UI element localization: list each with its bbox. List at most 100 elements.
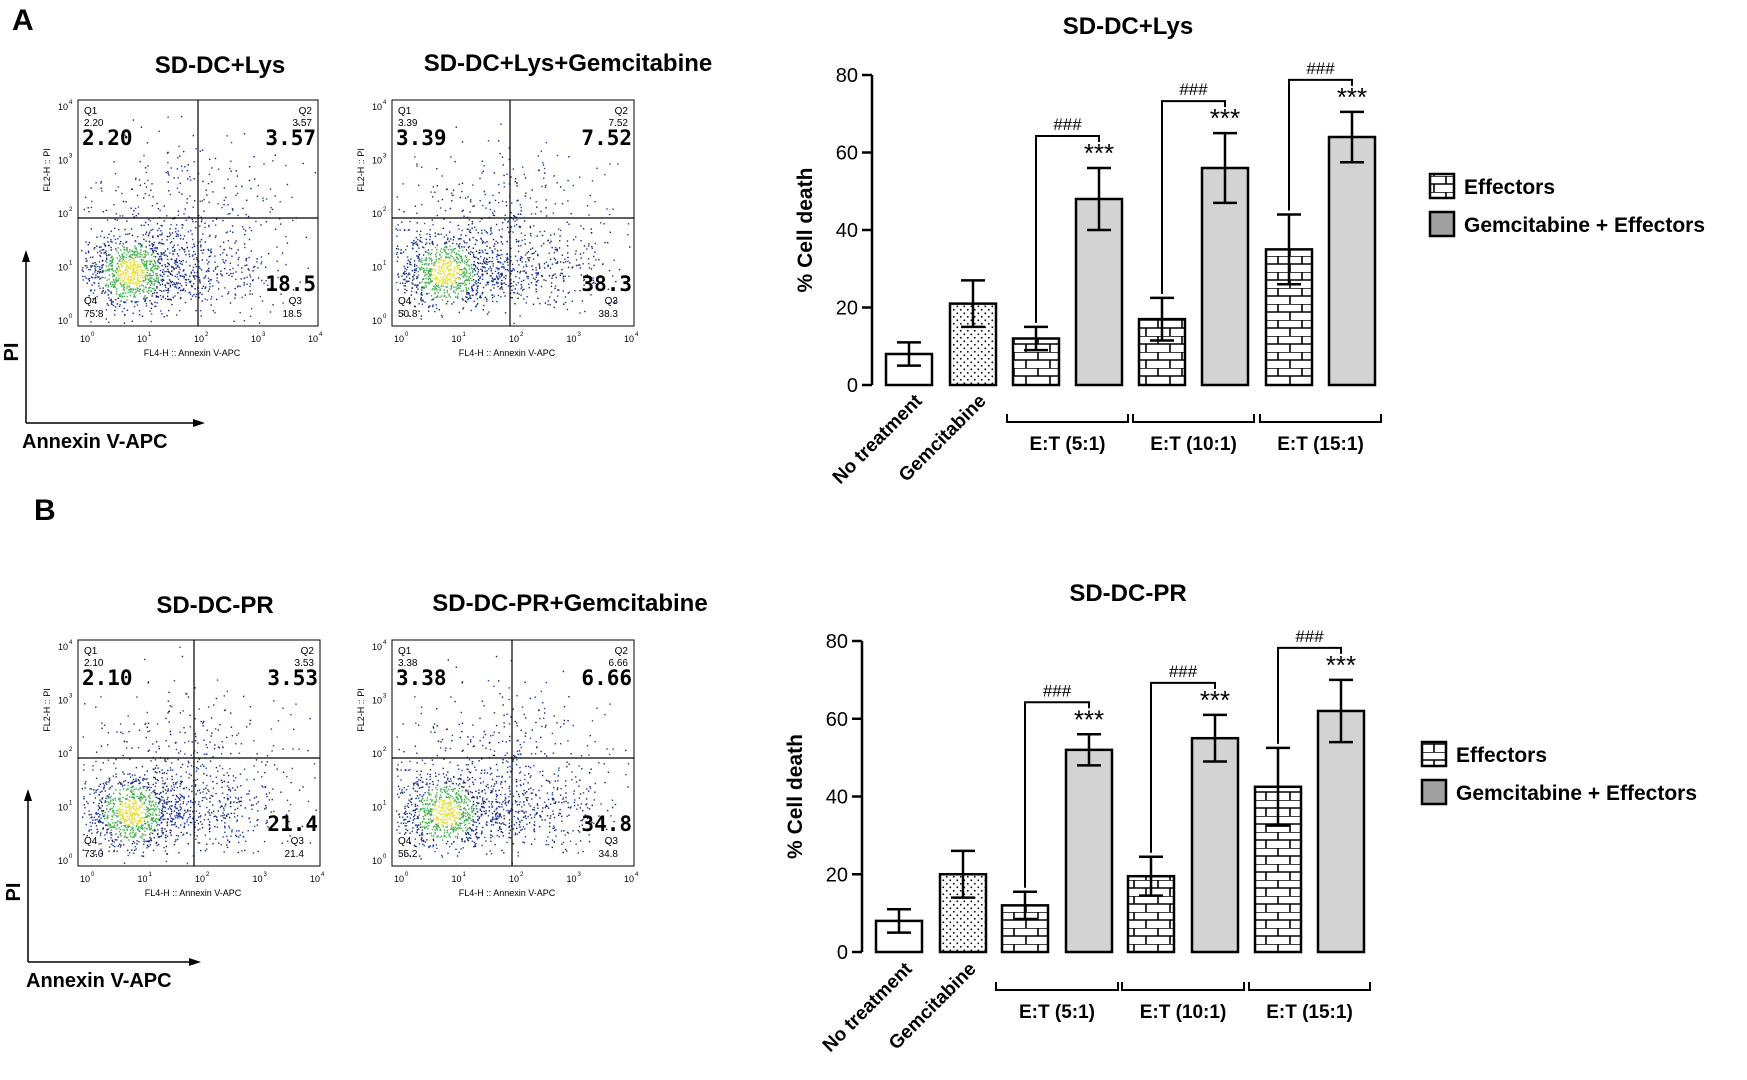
flow-event-dot [110,246,112,249]
flow-event-dot [105,209,107,212]
flow-event-dot [420,858,422,860]
flow-event-dot [471,270,474,272]
flow-event-dot [230,141,233,144]
flow-event-dot [149,268,152,270]
flow-event-dot [238,830,240,832]
flow-event-dot [148,839,151,842]
flow-event-dot [545,141,548,144]
flow-event-dot [177,759,179,761]
flow-event-dot [90,829,93,831]
flow-event-dot [197,742,199,744]
flow-event-dot [82,849,84,851]
flow-event-dot [156,844,158,847]
flow-event-dot [199,150,201,152]
flow-event-dot [156,841,158,844]
flow-event-dot [556,262,558,264]
flow-event-dot [454,279,456,282]
flow-event-dot [214,224,217,226]
flow-event-dot [118,811,120,813]
flow-event-dot [434,287,436,289]
flow-event-dot [170,167,172,169]
flow-event-dot [437,285,439,288]
flow-event-dot [512,268,514,270]
flow-event-dot [459,196,461,199]
flow-event-dot [234,834,237,837]
flow-event-dot [405,810,407,813]
flow-event-dot [148,800,150,802]
flow-event-dot [285,164,287,167]
flow-event-dot [199,200,201,203]
flow-event-dot [241,850,243,852]
flow-event-dot [179,182,181,185]
flow-event-dot [168,264,170,266]
flow-event-dot [433,264,436,266]
flow-event-dot [209,282,211,285]
flow-event-dot [140,800,142,802]
flow-event-dot [468,293,470,295]
flow-event-dot [120,832,122,834]
flow-event-dot [464,273,466,276]
flow-event-dot [148,287,150,289]
flow-event-dot [125,806,127,808]
flow-event-dot [138,797,141,799]
flow-event-dot [117,270,120,272]
flow-event-dot [101,292,103,294]
flow-event-dot [444,267,446,269]
flow-event-dot [211,812,213,814]
flow-event-dot [156,286,158,288]
flow-event-dot [517,213,519,215]
flow-event-dot [440,285,442,287]
flow-event-dot [208,288,211,290]
flow-event-dot [146,297,148,299]
flow-event-dot [428,273,431,275]
flow-event-dot [160,816,162,818]
flow-event-dot [402,183,404,185]
flow-event-dot [130,807,132,809]
flow-event-dot [199,310,202,312]
flow-event-dot [147,682,149,684]
flow-event-dot [129,282,131,284]
flow-event-dot [132,827,134,829]
flow-event-dot [434,286,437,288]
flow-event-dot [105,824,108,826]
flow-event-dot [221,786,223,789]
flow-event-dot [402,282,404,284]
flow-event-dot [455,253,457,255]
flow-event-dot [395,228,397,230]
flow-event-dot [524,778,526,781]
flow-event-dot [142,855,145,857]
flow-y-tick-exponent: 0 [69,314,73,320]
flow-event-dot [110,268,113,270]
flow-event-dot [95,266,97,268]
flow-event-dot [467,297,470,300]
flow-event-dot [112,826,115,829]
flow-event-dot [405,272,407,275]
flow-event-dot [434,850,436,853]
flow-event-dot [137,814,140,817]
flow-event-dot [134,288,136,290]
flow-event-dot [192,134,194,137]
flow-event-dot [97,251,99,254]
flow-event-dot [157,229,159,232]
flow-event-dot [417,288,419,290]
flow-event-dot [307,750,309,752]
flow-event-dot [232,775,235,777]
flow-event-dot [277,276,279,279]
flow-event-dot [138,814,140,816]
flow-event-dot [236,786,239,788]
flow-event-dot [161,259,163,261]
flow-event-dot [202,721,204,724]
flow-event-dot [573,239,575,241]
flow-event-dot [246,793,248,795]
flow-event-dot [486,300,488,302]
flow-event-dot [166,772,168,775]
flow-event-dot [113,235,115,237]
flow-event-dot [537,297,539,300]
flow-event-dot [472,795,474,798]
flow-event-dot [195,221,197,223]
flow-event-dot [215,235,217,237]
flow-event-dot [253,156,255,158]
flow-event-dot [123,276,125,279]
quadrant-small-value-q4: 73.0 [84,849,104,860]
flow-event-dot [91,265,94,267]
